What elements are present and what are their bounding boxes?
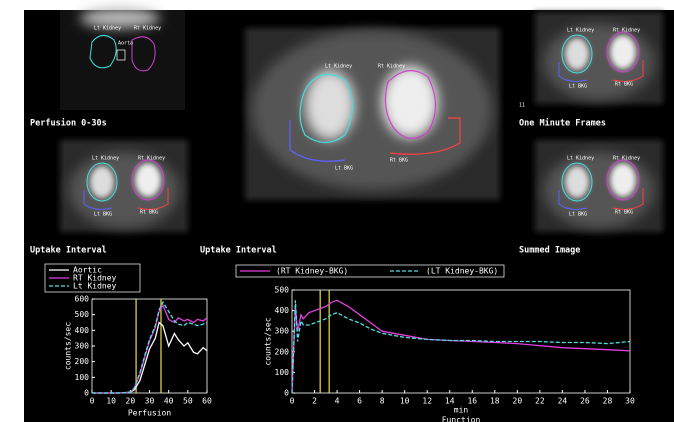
- roi-label: Rt Kidney: [138, 156, 165, 162]
- roi-label: Aorta: [118, 41, 133, 47]
- caption: Perfusion 0-30s: [30, 118, 107, 129]
- y-tick-label: 100: [275, 368, 290, 377]
- roi-label: Rt Kidney: [613, 156, 640, 162]
- x-tick-label: 22: [535, 397, 545, 406]
- caption: Uptake Interval: [30, 246, 107, 256]
- x-tick-label: 30: [625, 397, 635, 406]
- x-tick-label: 2: [312, 397, 317, 406]
- roi-label: Lt Kidney: [567, 156, 594, 162]
- roi-label: Lt Kidney: [94, 26, 121, 32]
- x-tick-label: 26: [580, 397, 590, 406]
- roi-label: Lt Kidney: [92, 156, 119, 162]
- kidney: [610, 35, 636, 69]
- y-tick-label: 500: [275, 286, 290, 295]
- x-tick-label: 0: [90, 397, 95, 406]
- frame-number: 11: [519, 103, 525, 109]
- x-tick-label: 60: [202, 397, 212, 406]
- roi-label: Rt BKG: [615, 210, 633, 216]
- roi-label: Rt Kidney: [613, 28, 640, 34]
- roi-label: Lt BKG: [335, 166, 353, 172]
- roi-label: Rt BKG: [390, 158, 408, 164]
- y-tick-label: 500: [75, 310, 90, 319]
- roi-label: Lt Kidney: [567, 28, 594, 34]
- roi-label: Lt BKG: [569, 212, 587, 218]
- x-tick-label: 40: [164, 397, 174, 406]
- x-tick-label: 50: [183, 397, 193, 406]
- legend-label: (RT Kidney-BKG): [276, 267, 348, 276]
- x-tick-label: 28: [603, 397, 613, 406]
- x-tick-label: 6: [357, 397, 362, 406]
- caption: Uptake Interval: [200, 246, 277, 256]
- x-tick-label: 4: [335, 397, 340, 406]
- kidney: [135, 163, 161, 197]
- x-tick-label: 0: [290, 397, 295, 406]
- x-tick-label: 16: [467, 397, 477, 406]
- x-tick-label: 30: [145, 397, 155, 406]
- roi-label: Lt BKG: [569, 84, 587, 90]
- kidney: [90, 166, 114, 198]
- renogram-screen: Lt Kidney Rt Kidney Aorta Lt Kidney Rt K…: [0, 0, 674, 422]
- y-tick-label: 200: [275, 347, 290, 356]
- roi-label: Rt Kidney: [134, 26, 161, 32]
- kidney: [565, 38, 589, 70]
- kidney: [610, 163, 636, 197]
- caption: Summed Image: [519, 246, 580, 256]
- body-glow: [544, 24, 654, 100]
- x-tick-label: 20: [126, 397, 136, 406]
- x-axis-label: min: [454, 406, 469, 415]
- y-tick-label: 400: [75, 326, 90, 335]
- roi-label: Lt BKG: [94, 212, 112, 218]
- x-tick-label: 18: [490, 397, 500, 406]
- chart-title: Perfusion: [128, 409, 172, 418]
- legend-label: (LT Kidney-BKG): [426, 267, 498, 276]
- y-tick-label: 0: [284, 389, 289, 398]
- y-axis-label: counts/sec: [264, 317, 273, 365]
- x-tick-label: 12: [422, 397, 432, 406]
- legend-label: Lt Kidney: [73, 282, 117, 291]
- y-tick-label: 300: [275, 327, 290, 336]
- body-glow: [544, 152, 654, 228]
- roi-label: Lt Kidney: [325, 64, 352, 70]
- x-tick-label: 20: [513, 397, 523, 406]
- y-tick-label: 400: [275, 306, 290, 315]
- kidney: [565, 166, 589, 198]
- y-tick-label: 100: [75, 373, 90, 382]
- roi-label: Rt BKG: [615, 82, 633, 88]
- roi-label: Rt BKG: [140, 210, 158, 216]
- uptake-image-large: Lt Kidney Rt Kidney Lt BKG Rt BKG: [245, 28, 500, 200]
- chart-title: Function: [442, 416, 481, 422]
- y-tick-label: 200: [75, 357, 90, 366]
- roi-label: Rt Kidney: [378, 64, 405, 70]
- caption: One Minute Frames: [519, 118, 606, 129]
- y-tick-label: 300: [75, 342, 90, 351]
- x-tick-label: 24: [558, 397, 568, 406]
- y-axis-label: counts/sec: [64, 322, 73, 370]
- x-tick-label: 10: [400, 397, 410, 406]
- body-glow: [69, 152, 179, 228]
- x-tick-label: 10: [106, 397, 116, 406]
- perfusion-image: Lt Kidney Rt Kidney Aorta: [60, 8, 185, 110]
- y-tick-label: 0: [84, 389, 89, 398]
- y-tick-label: 600: [75, 295, 90, 304]
- x-tick-label: 8: [380, 397, 385, 406]
- x-tick-label: 14: [445, 397, 455, 406]
